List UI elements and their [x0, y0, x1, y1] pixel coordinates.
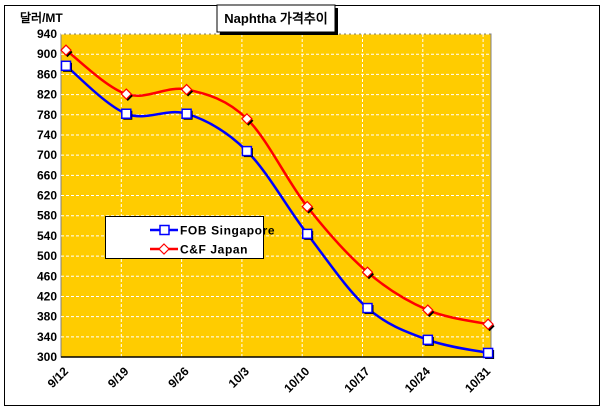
legend-item: C&F Japan — [150, 243, 248, 257]
y-tick-label: 340 — [37, 330, 57, 344]
y-tick-label: 460 — [37, 269, 57, 283]
legend-label: FOB Singapore — [180, 224, 275, 238]
diamond-marker — [301, 200, 314, 213]
diamond-marker — [241, 112, 253, 125]
gridlines — [61, 33, 491, 357]
square-marker — [181, 108, 192, 119]
y-tick-label: 700 — [37, 148, 57, 162]
y-tick-label: 540 — [37, 229, 57, 243]
y-tick-label: 580 — [37, 209, 57, 223]
square-marker — [241, 145, 253, 157]
legend-label: C&F Japan — [180, 243, 248, 257]
y-tick-label: 420 — [37, 289, 57, 303]
square-marker — [482, 347, 494, 359]
diamond-marker — [158, 243, 170, 255]
series-c-f-japan — [60, 44, 495, 332]
diamond-marker — [361, 266, 374, 279]
series-line — [65, 64, 489, 355]
y-tick-label: 620 — [37, 189, 57, 203]
square-marker — [362, 302, 373, 314]
square-marker — [159, 224, 170, 236]
series-fob-singapore — [60, 60, 495, 359]
chart-title-box: Naphtha 가격추이 — [216, 4, 338, 35]
y-tick-label: 780 — [37, 108, 57, 122]
y-tick-label: 300 — [37, 350, 57, 364]
diamond-marker — [482, 318, 494, 331]
chart-title: Naphtha 가격추이 — [224, 11, 327, 26]
legend-item: FOB Singapore — [150, 224, 275, 238]
y-tick-label: 900 — [37, 47, 57, 61]
diamond-marker — [120, 88, 133, 100]
legend: FOB Singapore C&F Japan — [105, 216, 275, 259]
diamond-marker — [421, 304, 434, 316]
y-tick-label: 820 — [37, 88, 57, 102]
series-line — [65, 49, 489, 326]
y-tick-label: 740 — [37, 128, 57, 142]
y-tick-label: 380 — [37, 310, 57, 324]
y-tick-label: 500 — [37, 249, 57, 263]
square-marker — [60, 60, 72, 72]
y-tick-label: 860 — [37, 67, 57, 81]
square-marker — [422, 334, 434, 346]
y-axis-label: 달러/MT — [20, 10, 63, 25]
diamond-marker — [180, 83, 193, 96]
y-axis-ticks: 300 340 380 420 460 500 540 580 620 660 700 740 780 8… — [37, 27, 57, 364]
series-group — [60, 44, 495, 359]
square-marker — [301, 228, 313, 240]
square-marker — [121, 108, 132, 119]
y-tick-label: 940 — [37, 27, 57, 41]
diamond-marker — [60, 44, 72, 56]
y-tick-label: 660 — [37, 168, 57, 182]
